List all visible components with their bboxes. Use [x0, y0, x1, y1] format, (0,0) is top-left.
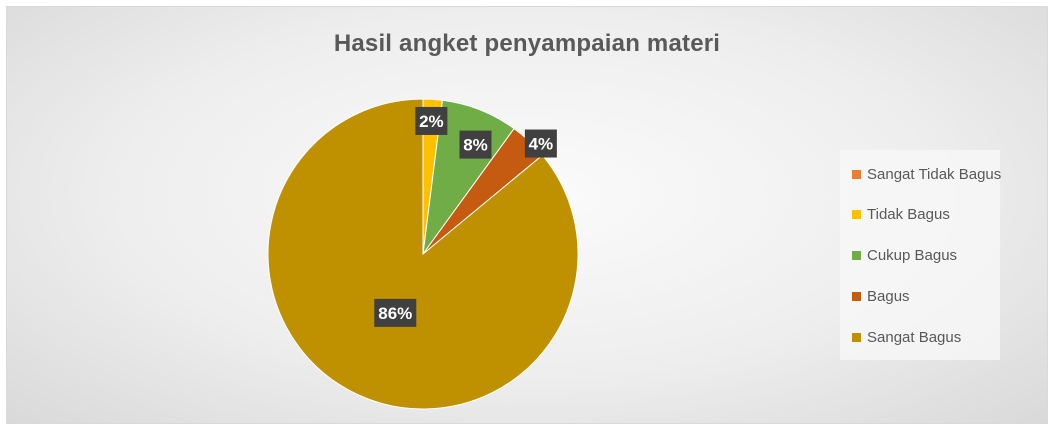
data-label-box	[459, 130, 492, 159]
pie-slice-sangat-bagus	[267, 98, 579, 410]
data-label-text: 4%	[529, 135, 554, 154]
data-label-box	[524, 129, 557, 158]
legend-label: Tidak Bagus	[867, 205, 950, 223]
legend-item-cukup-bagus: Cukup Bagus	[852, 245, 957, 265]
data-label-tidak-bagus: 2%	[415, 106, 448, 135]
legend-label: Cukup Bagus	[867, 246, 958, 264]
legend-label: Sangat Bagus	[867, 328, 962, 346]
data-label-box	[415, 106, 448, 135]
data-label-bagus: 4%	[524, 129, 557, 158]
chart-legend: Sangat Tidak Bagus Tidak Bagus Cukup Bag…	[840, 150, 1001, 360]
legend-label: Sangat Tidak Bagus	[867, 165, 1002, 183]
legend-item-tidak-bagus: Tidak Bagus	[852, 204, 950, 224]
legend-swatch	[852, 169, 861, 179]
data-label-text: 8%	[463, 136, 488, 155]
legend-item-sangat-tidak-bagus: Sangat Tidak Bagus	[852, 164, 1001, 184]
legend-label: Bagus	[867, 287, 910, 305]
data-label-text: 86%	[378, 304, 412, 323]
legend-item-bagus: Bagus	[852, 286, 910, 306]
legend-swatch	[852, 291, 861, 301]
data-label-box	[374, 298, 417, 327]
legend-swatch	[852, 332, 861, 342]
data-label-cukup-bagus: 8%	[459, 130, 492, 159]
data-label-text: 2%	[419, 112, 444, 131]
legend-item-sangat-bagus: Sangat Bagus	[852, 327, 961, 347]
legend-swatch	[852, 209, 861, 219]
data-label-sangat-bagus: 86%	[374, 298, 417, 327]
legend-swatch	[852, 250, 861, 260]
chart-title: Hasil angket penyampaian materi	[333, 30, 721, 57]
